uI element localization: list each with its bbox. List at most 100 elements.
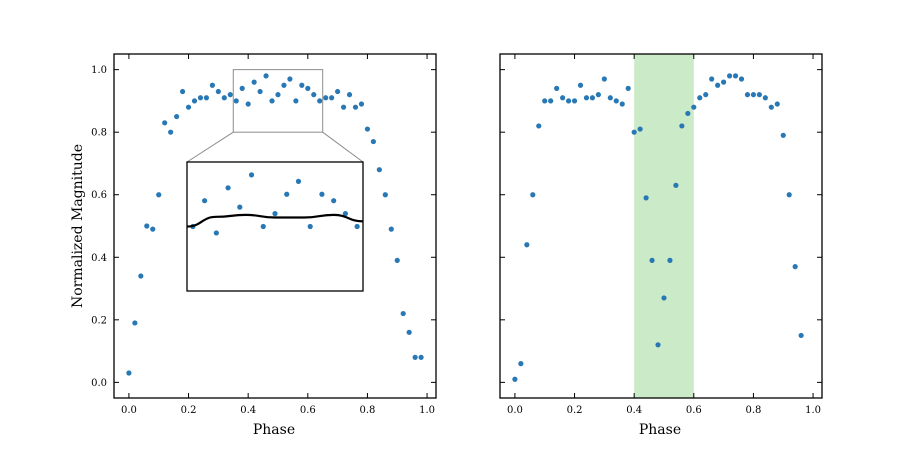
right-data-point [786,192,792,198]
right-data-point [536,123,542,129]
left-x-axis-label: Phase [253,422,295,438]
left-data-point [394,257,400,263]
right-data-point [595,92,601,98]
right-data-point [762,95,768,101]
left-data-point [174,113,180,120]
inset-data-point [225,185,231,191]
right-data-point [709,76,715,82]
right-data-point [774,101,780,107]
inset-data-point [295,178,302,184]
left-data-point [358,101,365,107]
left-data-point [388,226,394,232]
right-data-point [798,332,804,339]
left-data-point [346,92,353,98]
inset-axes [186,161,364,292]
right-data-point [565,98,572,104]
right-data-point [685,110,691,117]
left-data-point [299,82,305,88]
right-data-point [738,76,745,82]
inset-data-point [342,211,348,217]
right-data-point [613,98,619,104]
left-data-point [317,98,323,104]
left-data-point [162,120,168,126]
right-data-point [619,101,625,107]
left-x-tick-label: 0.4 [240,405,256,416]
right-data-point [667,257,673,263]
left-y-tick-label: 0.0 [91,378,107,389]
left-data-point [263,73,269,79]
left-x-tick-label: 0.2 [181,405,197,416]
y-axis-label: Normalized Magnitude [70,144,86,308]
right-data-point [601,76,607,82]
left-data-point [239,85,245,91]
right-data-point [726,73,733,79]
zoom-connector-left [186,131,234,163]
left-data-point [281,82,287,88]
left-data-point [203,95,210,101]
right-x-tick-label: 0.2 [567,405,583,416]
zoom-region-box [232,69,324,133]
left-data-point [185,104,192,110]
inset-data-point [307,223,313,230]
right-data-point [512,376,518,382]
zoom-connector-right [322,131,364,163]
left-data-point [352,104,359,110]
left-data-point [191,98,198,104]
inset-data-point [319,191,325,197]
left-data-point [400,310,406,317]
right-data-point [750,92,757,98]
right-data-point [780,132,786,138]
inset-data-point [260,223,266,230]
right-data-point [673,182,679,188]
right-data-point [691,104,697,110]
right-data-point [554,85,560,91]
right-panel: 0.0 0.2 0.4 0.6 0.8 1.0 [499,53,823,416]
left-data-point [406,329,412,335]
inset-data-point [237,204,243,210]
inset-data-point [248,172,255,178]
right-data-point [577,82,584,88]
right-data-point [655,342,661,348]
right-data-point [679,123,685,129]
inset-data-point [202,198,208,204]
right-data-point [721,79,727,85]
right-data-point [560,95,566,101]
right-data-point [625,85,631,91]
left-y-tick-label: 1.0 [91,65,107,76]
left-data-point [335,88,341,95]
right-x-axis-label: Phase [639,422,681,438]
left-data-point [293,98,299,104]
right-x-tick-label: 0.6 [686,405,702,416]
right-plot-frame [499,53,823,399]
left-y-tick-label: 0.6 [91,190,107,201]
right-data-point [524,242,530,248]
right-data-point [792,264,798,270]
inset-frame [186,161,364,292]
right-data-point [530,192,536,198]
right-data-point [571,98,578,104]
inset-fit-line [186,213,364,228]
left-data-point [251,79,257,85]
left-data-point [215,88,221,95]
right-data-point [649,257,655,263]
inset-data-point [284,191,290,197]
left-x-tick-label: 0.6 [300,405,316,416]
right-data-point [589,95,596,101]
right-data-point [643,195,649,201]
left-plot-frame [113,53,437,399]
inset-data-point [272,211,278,217]
inset-background [187,162,363,291]
left-data-point [382,192,388,198]
left-data-point [221,95,227,101]
right-data-point [768,104,774,110]
left-data-point [257,88,263,95]
left-y-tick-label: 0.4 [91,253,107,264]
left-data-point [197,95,204,101]
left-y-tick-label: 0.8 [91,128,107,139]
right-data-point [637,126,643,132]
right-data-point [542,98,548,104]
left-data-point [311,92,317,98]
left-data-point [150,226,156,232]
